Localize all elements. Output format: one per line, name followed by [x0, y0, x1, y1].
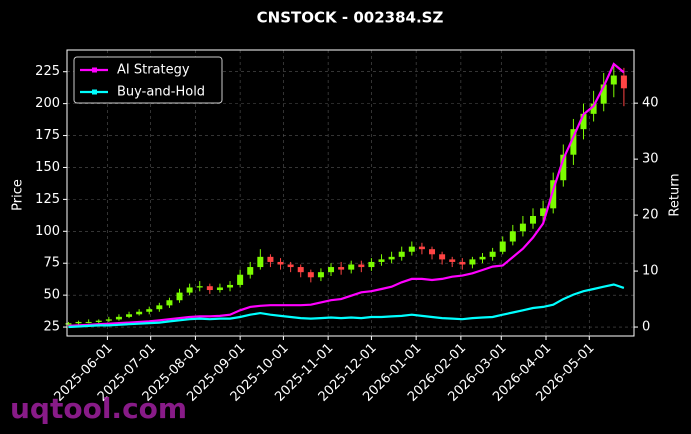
candle-body [429, 249, 436, 255]
series-line [68, 62, 625, 327]
candle-body [257, 256, 264, 268]
candle-body [146, 309, 153, 312]
candle-body [570, 129, 577, 155]
candle-body [519, 223, 526, 232]
candle-body [75, 321, 82, 324]
candle-body [297, 267, 304, 273]
y2-tick-label: 30 [642, 152, 659, 167]
candle-body [489, 251, 496, 257]
candle-body [287, 264, 294, 268]
y2-tick-label: 20 [642, 208, 659, 223]
candle-body [398, 251, 405, 257]
candle-body [418, 246, 425, 250]
candle-body [479, 256, 486, 260]
y-tick-label: 175 [35, 128, 60, 143]
y-tick-label: 100 [35, 224, 60, 239]
candle-body [530, 215, 537, 224]
y-tick-label: 75 [43, 256, 60, 271]
candle-body [136, 311, 143, 315]
candle-body [115, 316, 122, 320]
y2-tick-label: 10 [642, 264, 659, 279]
candle-body [368, 261, 375, 268]
candle-body [328, 267, 335, 273]
candle-body [176, 292, 183, 301]
y2-axis-label: Return [668, 173, 683, 216]
candle-body [196, 286, 203, 288]
candle-body [610, 75, 617, 85]
y2-tick-label: 40 [642, 96, 659, 111]
candle-body [550, 180, 557, 209]
candle-body [85, 321, 92, 323]
legend-marker [92, 89, 97, 95]
candle-body [277, 261, 284, 265]
candle-body [378, 259, 385, 262]
candle-body [267, 256, 274, 262]
y2-tick-label: 0 [642, 320, 650, 335]
legend-box [73, 56, 223, 104]
candle-body [186, 287, 193, 293]
candle-body [469, 259, 476, 265]
candle-body [65, 323, 72, 325]
candle-body [206, 286, 213, 291]
candle-body [156, 305, 163, 310]
legend-label: Buy-and-Hold [117, 85, 205, 100]
candle-body [348, 264, 355, 270]
plot-frame [66, 49, 635, 337]
candle-body [600, 84, 607, 104]
candle-body [247, 267, 254, 275]
series-line [68, 283, 625, 329]
candle-body [408, 246, 415, 252]
candle-body [307, 272, 314, 278]
candle-body [126, 314, 133, 317]
legend-marker [92, 67, 97, 73]
candle-body [105, 319, 112, 321]
watermark: uqtool.com [10, 392, 187, 425]
candle-body [237, 274, 244, 285]
y-tick-label: 25 [43, 320, 60, 335]
candle-body [580, 113, 587, 130]
y-tick-label: 150 [35, 160, 60, 175]
candle-body [317, 272, 324, 278]
candle-body [439, 254, 446, 260]
candle-body [358, 264, 365, 268]
candle-body [509, 231, 516, 242]
candle-body [499, 241, 506, 252]
candle-body [449, 259, 456, 262]
candle-body [95, 320, 102, 322]
candle-body [216, 287, 223, 291]
y-axis-label: Price [11, 179, 26, 211]
candle-body [166, 300, 173, 306]
candle-body [540, 208, 547, 216]
candle-body [560, 154, 567, 181]
candle-body [590, 103, 597, 114]
candle-body [388, 256, 395, 260]
legend-label: AI Strategy [117, 63, 190, 78]
y-tick-label: 50 [43, 288, 60, 303]
y-tick-label: 225 [35, 64, 60, 79]
candle-body [227, 284, 234, 288]
chart-title: CNSTOCK - 002384.SZ [257, 9, 444, 27]
candle-body [459, 261, 466, 265]
y-tick-label: 125 [35, 192, 60, 207]
y-tick-label: 200 [35, 96, 60, 111]
candle-body [620, 75, 627, 89]
candle-body [338, 267, 345, 270]
